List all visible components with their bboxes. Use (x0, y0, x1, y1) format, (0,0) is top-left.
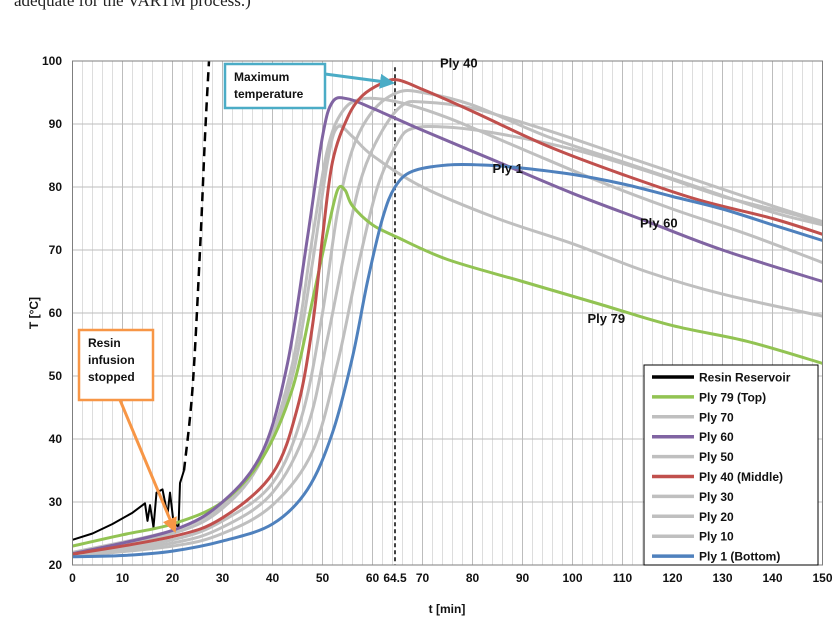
callout-arrow-resin-infusion-stopped (118, 399, 177, 533)
callout-text-maximum-temperature: Maximum (234, 70, 289, 84)
legend-label-ply-79-top: Ply 79 (Top) (699, 390, 766, 404)
x-tick-label: 40 (266, 571, 280, 585)
x-tick-label: 20 (166, 571, 180, 585)
callout-text-resin-infusion-stopped: Resin (88, 336, 121, 350)
y-tick-label: 80 (49, 180, 63, 194)
x-tick-label: 100 (562, 571, 582, 585)
y-tick-label: 90 (49, 117, 63, 131)
curve-labels: Ply 40 Ply 1 Ply 60 Ply 79 (440, 55, 678, 326)
x-tick-label: 130 (712, 571, 732, 585)
legend-label-resin-reservoir: Resin Reservoir (699, 371, 791, 385)
annotations: Maximum temperature Resin infusion stopped (77, 62, 395, 533)
legend-label-ply-20: Ply 20 (699, 510, 734, 524)
series-ply-1-bottom (72, 162, 823, 559)
x-tick-label: 90 (516, 571, 530, 585)
x-axis-label: t [min] (429, 602, 466, 616)
callout-text-resin-infusion-stopped: infusion (88, 353, 135, 367)
y-tick-label: 50 (49, 369, 63, 383)
legend-label-ply-60: Ply 60 (699, 430, 734, 444)
caption-text: adequate for the VARTM process.) (14, 0, 251, 10)
y-tick-label: 100 (42, 54, 62, 68)
x-tick-label: 110 (613, 571, 633, 585)
y-tick-label: 40 (49, 432, 63, 446)
x-tick-label: 30 (216, 571, 230, 585)
series-group (72, 60, 824, 559)
callout-box-maximum-temperature (223, 62, 327, 110)
callout-arrow-maximum-temperature (324, 72, 395, 89)
callout-text-resin-infusion-stopped: stopped (88, 370, 135, 384)
legend-label-ply-40-middle: Ply 40 (Middle) (699, 470, 783, 484)
y-tick-label: 70 (49, 243, 63, 257)
legend-items: Resin Reservoir Ply 79 (Top) Ply 70 Ply 60 P… (652, 371, 791, 564)
y-tick-label: 60 (49, 306, 63, 320)
callout-text-maximum-temperature: temperature (234, 87, 304, 101)
legend-label-ply-50: Ply 50 (699, 450, 734, 464)
curve-label-ply-1: Ply 1 (493, 161, 523, 176)
y-tick-label: 30 (49, 495, 63, 509)
series-ply-50 (72, 96, 824, 556)
x-ticks: 0 10 20 30 40 50 60 70 80 90 100 110 120 130 140 150 (69, 571, 833, 585)
plot-area-border (72, 60, 823, 566)
x-tick-label: 50 (316, 571, 330, 585)
y-tick-label: 20 (49, 558, 63, 572)
x-tick-label: 140 (762, 571, 782, 585)
y-axis-label: T [°C] (27, 297, 41, 329)
callout-box-resin-infusion-stopped (77, 328, 155, 402)
x-tick-label: 60 (366, 571, 380, 585)
x-tick-label: 0 (69, 571, 76, 585)
x-tick-label: 10 (116, 571, 130, 585)
legend: Resin Reservoir Ply 79 (Top) Ply 70 Ply 60 P… (643, 364, 819, 566)
curve-label-ply-60: Ply 60 (640, 215, 678, 230)
curve-label-ply-79: Ply 79 (588, 311, 626, 326)
curve-label-ply-40: Ply 40 (440, 55, 478, 70)
x-tick-label: 70 (416, 571, 430, 585)
series-ply-10 (72, 124, 824, 558)
legend-label-ply-70: Ply 70 (699, 410, 734, 424)
series-ply-60 (72, 96, 823, 556)
x-tick-label: 120 (662, 571, 682, 585)
x-tick-label: 150 (812, 571, 832, 585)
legend-label-ply-1-bottom: Ply 1 (Bottom) (699, 550, 780, 564)
series-ply-20 (72, 99, 823, 557)
y-ticks: 20 30 40 50 60 70 80 90 100 (42, 54, 62, 572)
vline-group: 64.5 (383, 67, 407, 585)
series-ply-40-middle (72, 78, 823, 556)
x-tick-label: 80 (466, 571, 480, 585)
series-resin-reservoir-extrapolation (182, 60, 211, 471)
legend-label-ply-30: Ply 30 (699, 490, 734, 504)
legend-label-ply-10: Ply 10 (699, 530, 734, 544)
vline-label: 64.5 (383, 571, 407, 585)
